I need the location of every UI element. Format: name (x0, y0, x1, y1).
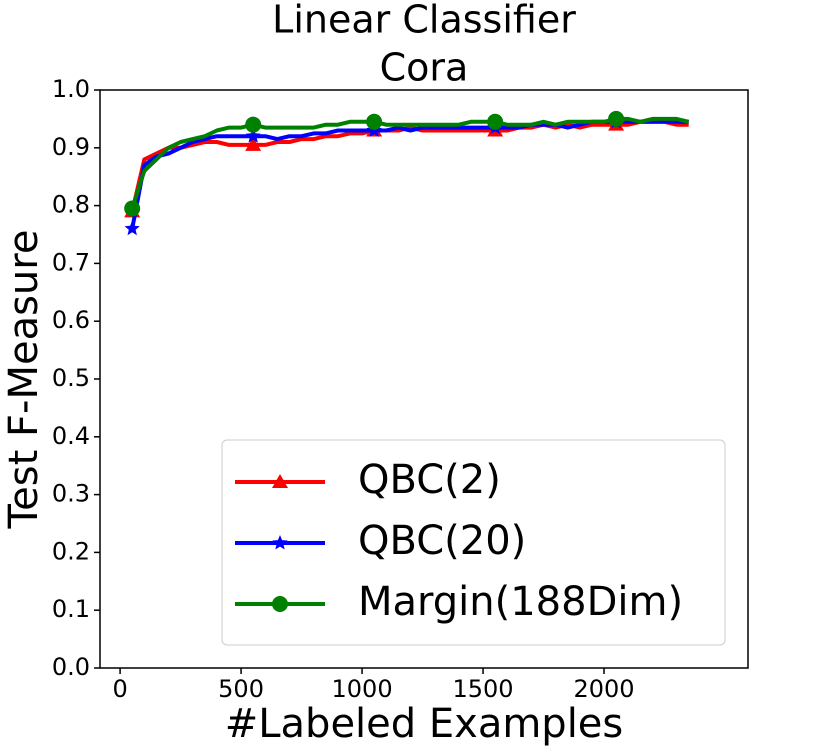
y-tick-label: 0.7 (52, 248, 90, 276)
series-line (130, 116, 690, 210)
legend-marker (272, 474, 288, 488)
legend-label: QBC(2) (358, 457, 501, 503)
data-point (245, 116, 262, 133)
y-tick-label: 0.8 (52, 191, 90, 219)
x-tick-label: 1500 (453, 675, 514, 703)
chart-title: Cora (380, 46, 469, 90)
y-tick-label: 0.1 (52, 595, 90, 623)
x-axis-label: #Labeled Examples (225, 701, 624, 747)
data-point (124, 200, 141, 217)
legend-marker (272, 596, 288, 612)
y-tick-label: 1.0 (52, 75, 90, 103)
data-point (366, 113, 383, 130)
y-tick-label: 0.2 (52, 537, 90, 565)
legend-label: Margin(188Dim) (358, 579, 683, 625)
y-tick-label: 0.3 (52, 480, 90, 508)
x-tick-label: 1000 (332, 675, 393, 703)
y-tick-label: 0.0 (52, 653, 90, 681)
legend-marker (272, 535, 288, 550)
legend-box (221, 439, 726, 646)
series-line (130, 119, 689, 230)
y-tick-label: 0.5 (52, 364, 90, 392)
plot-frame (99, 89, 749, 669)
y-axis-label: Test F-Measure (1, 230, 47, 530)
x-tick-label: 2000 (573, 675, 634, 703)
data-point (245, 136, 262, 151)
x-tick-label: 0 (112, 675, 127, 703)
data-point (245, 128, 261, 143)
data-point (487, 113, 504, 130)
y-tick-label: 0.6 (52, 306, 90, 334)
chart-title: Linear Classifier (272, 0, 576, 42)
x-tick-label: 500 (218, 675, 264, 703)
y-tick-label: 0.4 (52, 422, 90, 450)
y-tick-label: 0.9 (52, 133, 90, 161)
series-line (130, 119, 689, 212)
data-point (124, 220, 140, 236)
legend-label: QBC(20) (358, 518, 526, 564)
data-point (608, 110, 625, 127)
